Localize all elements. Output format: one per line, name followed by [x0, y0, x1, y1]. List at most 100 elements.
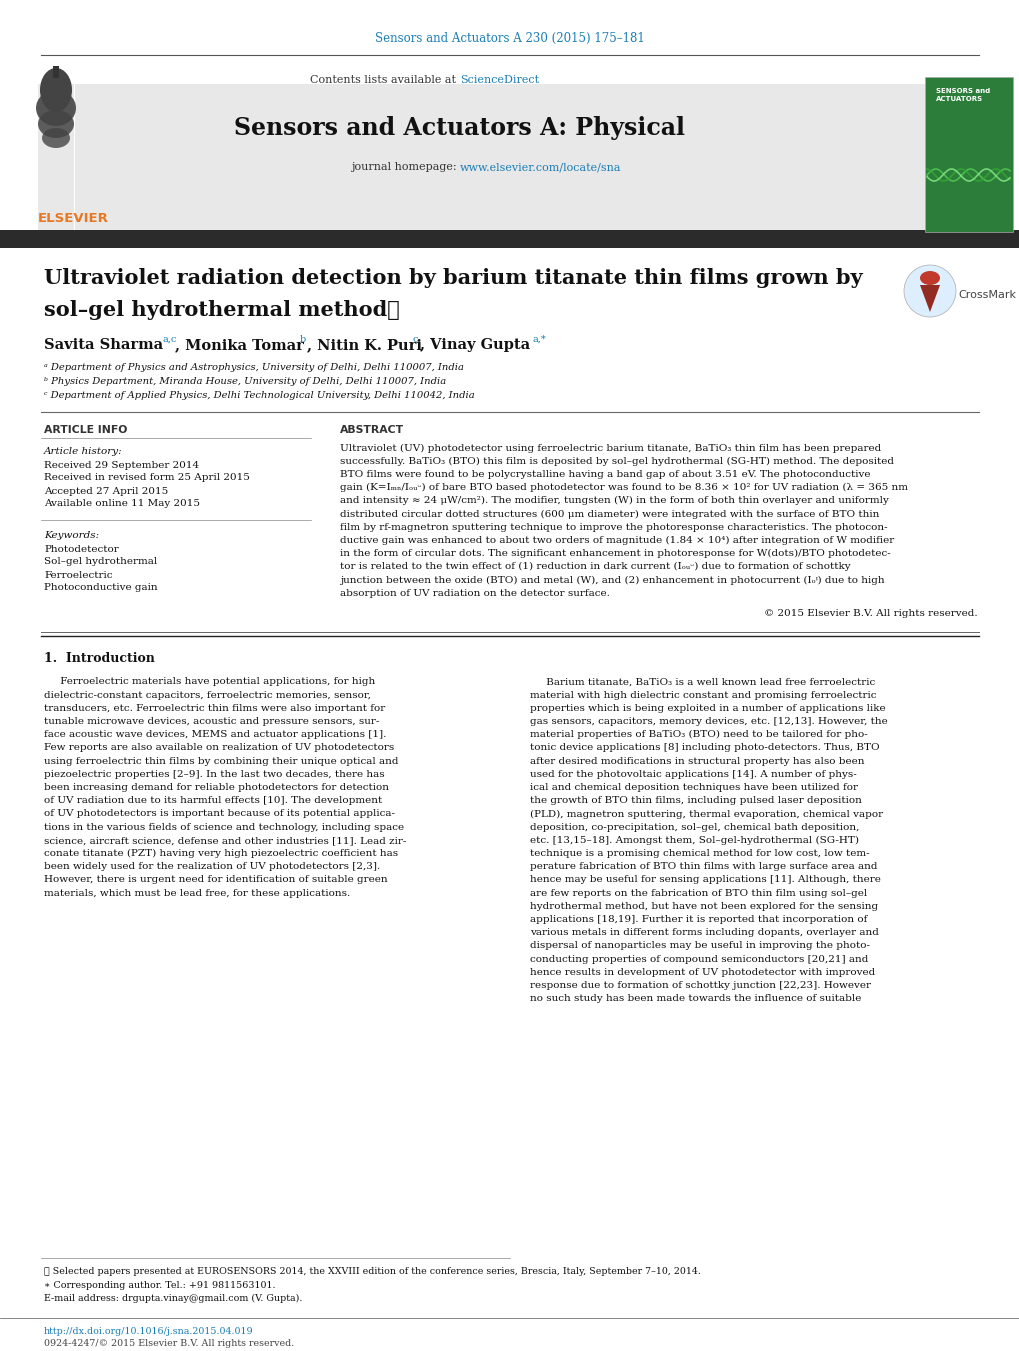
- Text: conducting properties of compound semiconductors [20,21] and: conducting properties of compound semico…: [530, 955, 867, 963]
- Text: using ferroelectric thin films by combining their unique optical and: using ferroelectric thin films by combin…: [44, 757, 398, 766]
- Text: Contents lists available at: Contents lists available at: [310, 76, 460, 85]
- Text: Sensors and Actuators A 230 (2015) 175–181: Sensors and Actuators A 230 (2015) 175–1…: [375, 31, 644, 45]
- Text: (PLD), magnetron sputtering, thermal evaporation, chemical vapor: (PLD), magnetron sputtering, thermal eva…: [530, 809, 882, 819]
- Text: are few reports on the fabrication of BTO thin film using sol–gel: are few reports on the fabrication of BT…: [530, 889, 866, 897]
- Text: Ferroelectric materials have potential applications, for high: Ferroelectric materials have potential a…: [44, 677, 375, 686]
- Text: gain (K=Iₘₙ/Iₒᵤᵕ) of bare BTO based photodetector was found to be 8.36 × 10² for: gain (K=Iₘₙ/Iₒᵤᵕ) of bare BTO based phot…: [339, 484, 907, 492]
- Text: Received 29 September 2014: Received 29 September 2014: [44, 461, 199, 470]
- Ellipse shape: [36, 91, 76, 126]
- Text: etc. [13,15–18]. Amongst them, Sol–gel-hydrothermal (SG-HT): etc. [13,15–18]. Amongst them, Sol–gel-h…: [530, 836, 858, 844]
- FancyBboxPatch shape: [53, 66, 59, 78]
- Text: , Vinay Gupta: , Vinay Gupta: [420, 338, 530, 353]
- Text: absorption of UV radiation on the detector surface.: absorption of UV radiation on the detect…: [339, 589, 609, 597]
- Text: science, aircraft science, defense and other industries [11]. Lead zir-: science, aircraft science, defense and o…: [44, 836, 406, 844]
- Text: dielectric-constant capacitors, ferroelectric memories, sensor,: dielectric-constant capacitors, ferroele…: [44, 690, 371, 700]
- Ellipse shape: [40, 68, 72, 112]
- Text: SENSORS and
ACTUATORS: SENSORS and ACTUATORS: [935, 88, 989, 101]
- Text: tions in the various fields of science and technology, including space: tions in the various fields of science a…: [44, 823, 404, 832]
- Text: Accepted 27 April 2015: Accepted 27 April 2015: [44, 486, 168, 496]
- Text: properties which is being exploited in a number of applications like: properties which is being exploited in a…: [530, 704, 884, 713]
- Text: Sensors and Actuators A: Physical: Sensors and Actuators A: Physical: [234, 116, 685, 141]
- Text: b: b: [300, 335, 306, 343]
- Text: Photoconductive gain: Photoconductive gain: [44, 584, 158, 593]
- Text: Ultraviolet (UV) photodetector using ferroelectric barium titanate, BaTiO₃ thin : Ultraviolet (UV) photodetector using fer…: [339, 443, 880, 453]
- Text: perature fabrication of BTO thin films with large surface area and: perature fabrication of BTO thin films w…: [530, 862, 876, 871]
- Text: Savita Sharma: Savita Sharma: [44, 338, 163, 353]
- Text: been increasing demand for reliable photodetectors for detection: been increasing demand for reliable phot…: [44, 784, 388, 792]
- Text: CrossMark: CrossMark: [957, 290, 1015, 300]
- Text: hence may be useful for sensing applications [11]. Although, there: hence may be useful for sensing applicat…: [530, 875, 880, 885]
- Text: of UV photodetectors is important because of its potential applica-: of UV photodetectors is important becaus…: [44, 809, 394, 819]
- FancyBboxPatch shape: [75, 84, 924, 232]
- Text: Received in revised form 25 April 2015: Received in revised form 25 April 2015: [44, 473, 250, 482]
- Text: ABSTRACT: ABSTRACT: [339, 426, 404, 435]
- Text: piezoelectric properties [2–9]. In the last two decades, there has: piezoelectric properties [2–9]. In the l…: [44, 770, 384, 780]
- Text: , Monika Tomar: , Monika Tomar: [175, 338, 304, 353]
- Text: ELSEVIER: ELSEVIER: [38, 212, 109, 224]
- Text: Ultraviolet radiation detection by barium titanate thin films grown by: Ultraviolet radiation detection by bariu…: [44, 267, 862, 288]
- Text: applications [18,19]. Further it is reported that incorporation of: applications [18,19]. Further it is repo…: [530, 915, 866, 924]
- Text: www.elsevier.com/locate/sna: www.elsevier.com/locate/sna: [460, 162, 621, 172]
- Text: journal homepage:: journal homepage:: [351, 162, 460, 172]
- Text: Article history:: Article history:: [44, 447, 122, 457]
- FancyBboxPatch shape: [0, 230, 1019, 249]
- Text: distributed circular dotted structures (600 μm diameter) were integrated with th: distributed circular dotted structures (…: [339, 509, 878, 519]
- Text: hence results in development of UV photodetector with improved: hence results in development of UV photo…: [530, 967, 874, 977]
- Text: ★ Selected papers presented at EUROSENSORS 2014, the XXVIII edition of the confe: ★ Selected papers presented at EUROSENSO…: [44, 1267, 700, 1277]
- Text: ARTICLE INFO: ARTICLE INFO: [44, 426, 127, 435]
- Text: BTO films were found to be polycrystalline having a band gap of about 3.51 eV. T: BTO films were found to be polycrystalli…: [339, 470, 869, 478]
- Text: tunable microwave devices, acoustic and pressure sensors, sur-: tunable microwave devices, acoustic and …: [44, 717, 379, 725]
- Text: tonic device applications [8] including photo-detectors. Thus, BTO: tonic device applications [8] including …: [530, 743, 878, 753]
- Text: various metals in different forms including dopants, overlayer and: various metals in different forms includ…: [530, 928, 878, 938]
- Text: ᵃ Department of Physics and Astrophysics, University of Delhi, Delhi 110007, Ind: ᵃ Department of Physics and Astrophysics…: [44, 363, 464, 373]
- Text: gas sensors, capacitors, memory devices, etc. [12,13]. However, the: gas sensors, capacitors, memory devices,…: [530, 717, 887, 725]
- Text: a,c: a,c: [163, 335, 177, 343]
- Text: the growth of BTO thin films, including pulsed laser deposition: the growth of BTO thin films, including …: [530, 796, 861, 805]
- Text: ical and chemical deposition techniques have been utilized for: ical and chemical deposition techniques …: [530, 784, 857, 792]
- Text: used for the photovoltaic applications [14]. A number of phys-: used for the photovoltaic applications […: [530, 770, 856, 780]
- Text: ᶜ Department of Applied Physics, Delhi Technological University, Delhi 110042, I: ᶜ Department of Applied Physics, Delhi T…: [44, 392, 474, 400]
- Text: deposition, co-precipitation, sol–gel, chemical bath deposition,: deposition, co-precipitation, sol–gel, c…: [530, 823, 859, 832]
- Text: no such study has been made towards the influence of suitable: no such study has been made towards the …: [530, 994, 860, 1004]
- Text: ∗ Corresponding author. Tel.: +91 9811563101.: ∗ Corresponding author. Tel.: +91 981156…: [44, 1281, 275, 1289]
- Ellipse shape: [38, 109, 74, 138]
- Text: ᵇ Physics Department, Miranda House, University of Delhi, Delhi 110007, India: ᵇ Physics Department, Miranda House, Uni…: [44, 377, 446, 386]
- Text: Photodetector: Photodetector: [44, 544, 118, 554]
- Text: Available online 11 May 2015: Available online 11 May 2015: [44, 500, 200, 508]
- Text: been widely used for the realization of UV photodetectors [2,3].: been widely used for the realization of …: [44, 862, 380, 871]
- Text: transducers, etc. Ferroelectric thin films were also important for: transducers, etc. Ferroelectric thin fil…: [44, 704, 385, 713]
- Text: , Nitin K. Puri: , Nitin K. Puri: [307, 338, 422, 353]
- Ellipse shape: [919, 272, 940, 285]
- Circle shape: [903, 265, 955, 317]
- Text: tor is related to the twin effect of (1) reduction in dark current (Iₒᵤᵕ) due to: tor is related to the twin effect of (1)…: [339, 562, 850, 571]
- Text: after desired modifications in structural property has also been: after desired modifications in structura…: [530, 757, 864, 766]
- Text: successfully. BaTiO₃ (BTO) this film is deposited by sol–gel hydrothermal (SG-HT: successfully. BaTiO₃ (BTO) this film is …: [339, 457, 893, 466]
- Text: E-mail address: drgupta.vinay@gmail.com (V. Gupta).: E-mail address: drgupta.vinay@gmail.com …: [44, 1293, 302, 1302]
- Text: in the form of circular dots. The significant enhancement in photoresponse for W: in the form of circular dots. The signif…: [339, 549, 890, 558]
- Text: Barium titanate, BaTiO₃ is a well known lead free ferroelectric: Barium titanate, BaTiO₃ is a well known …: [530, 677, 874, 686]
- Text: materials, which must be lead free, for these applications.: materials, which must be lead free, for …: [44, 889, 350, 897]
- Polygon shape: [919, 285, 940, 312]
- Text: conate titanate (PZT) having very high piezoelectric coefficient has: conate titanate (PZT) having very high p…: [44, 848, 397, 858]
- Text: Sol–gel hydrothermal: Sol–gel hydrothermal: [44, 558, 157, 566]
- Text: material with high dielectric constant and promising ferroelectric: material with high dielectric constant a…: [530, 690, 875, 700]
- Text: and intensity ≈ 24 μW/cm²). The modifier, tungsten (W) in the form of both thin : and intensity ≈ 24 μW/cm²). The modifier…: [339, 496, 888, 505]
- Text: film by rf-magnetron sputtering technique to improve the photoresponse character: film by rf-magnetron sputtering techniqu…: [339, 523, 887, 532]
- Text: junction between the oxide (BTO) and metal (W), and (2) enhancement in photocurr: junction between the oxide (BTO) and met…: [339, 576, 883, 585]
- Ellipse shape: [42, 128, 70, 149]
- Text: material properties of BaTiO₃ (BTO) need to be tailored for pho-: material properties of BaTiO₃ (BTO) need…: [530, 731, 867, 739]
- Text: hydrothermal method, but have not been explored for the sensing: hydrothermal method, but have not been e…: [530, 902, 877, 911]
- FancyBboxPatch shape: [924, 77, 1012, 232]
- FancyBboxPatch shape: [38, 84, 74, 232]
- Text: Keywords:: Keywords:: [44, 531, 99, 539]
- Text: dispersal of nanoparticles may be useful in improving the photo-: dispersal of nanoparticles may be useful…: [530, 942, 869, 951]
- Text: 1.  Introduction: 1. Introduction: [44, 651, 155, 665]
- Text: S: S: [931, 65, 942, 78]
- Text: 0924-4247/© 2015 Elsevier B.V. All rights reserved.: 0924-4247/© 2015 Elsevier B.V. All right…: [44, 1339, 293, 1348]
- Text: a,*: a,*: [533, 335, 546, 343]
- Text: ScienceDirect: ScienceDirect: [460, 76, 539, 85]
- Text: However, there is urgent need for identification of suitable green: However, there is urgent need for identi…: [44, 875, 387, 885]
- Text: © 2015 Elsevier B.V. All rights reserved.: © 2015 Elsevier B.V. All rights reserved…: [763, 608, 977, 617]
- Text: face acoustic wave devices, MEMS and actuator applications [1].: face acoustic wave devices, MEMS and act…: [44, 731, 386, 739]
- Text: http://dx.doi.org/10.1016/j.sna.2015.04.019: http://dx.doi.org/10.1016/j.sna.2015.04.…: [44, 1327, 254, 1336]
